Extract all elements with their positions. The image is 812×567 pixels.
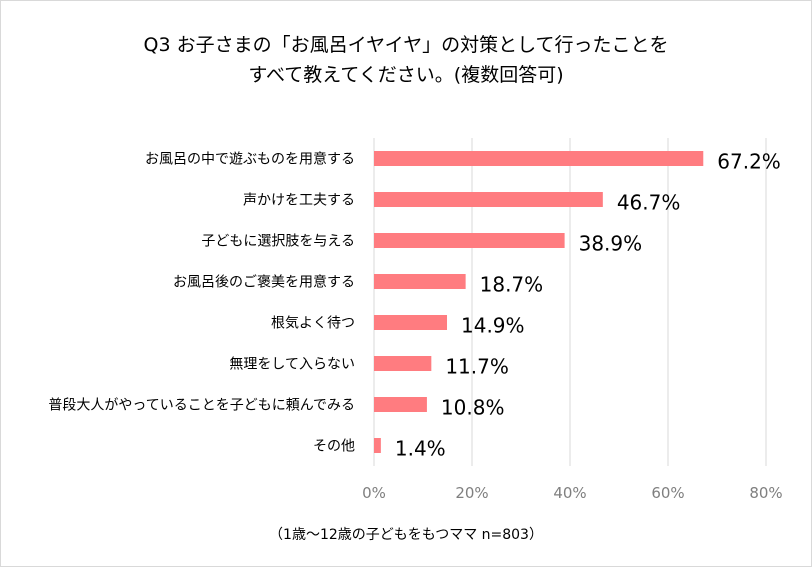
- value-label: 18.7%: [480, 273, 544, 297]
- bar: [374, 356, 432, 371]
- bar: [374, 315, 448, 330]
- category-label: その他: [313, 439, 355, 455]
- category-label: お風呂後のご褒美を用意する: [173, 274, 355, 291]
- category-label: 声かけを工夫する: [243, 193, 355, 209]
- x-tick-label: 40%: [553, 484, 586, 502]
- category-label: 無理をして入らない: [229, 357, 355, 373]
- bar: [374, 233, 565, 248]
- category-label: お風呂の中で遊ぶものを用意する: [145, 151, 355, 168]
- category-label: 普段大人がやっていることを子どもに頼んでみる: [48, 398, 355, 414]
- value-label: 14.9%: [461, 314, 525, 338]
- x-tick-label: 20%: [455, 484, 488, 502]
- value-label: 46.7%: [617, 191, 681, 215]
- bar: [374, 397, 427, 412]
- chart-title-line2: すべて教えてください。(複数回答可): [248, 64, 564, 86]
- chart-title-line1: Q3 お子さまの「お風呂イヤイヤ」の対策として行ったことを: [143, 34, 669, 56]
- bar: [374, 438, 381, 453]
- x-tick-label: 0%: [362, 484, 386, 502]
- bar: [374, 151, 704, 166]
- category-label: 子どもに選択肢を与える: [201, 234, 355, 250]
- bar: [374, 192, 603, 207]
- bar: [374, 274, 466, 289]
- value-label: 67.2%: [717, 150, 781, 174]
- sample-note: （1歳～12歳の子どもをもつママ n=803）: [269, 527, 543, 543]
- value-label: 38.9%: [579, 232, 643, 256]
- category-label: 根気よく待つ: [271, 316, 355, 332]
- x-tick-label: 60%: [651, 484, 684, 502]
- value-label: 11.7%: [445, 355, 509, 379]
- value-label: 10.8%: [441, 396, 505, 420]
- x-tick-label: 80%: [749, 484, 782, 502]
- value-label: 1.4%: [395, 437, 446, 461]
